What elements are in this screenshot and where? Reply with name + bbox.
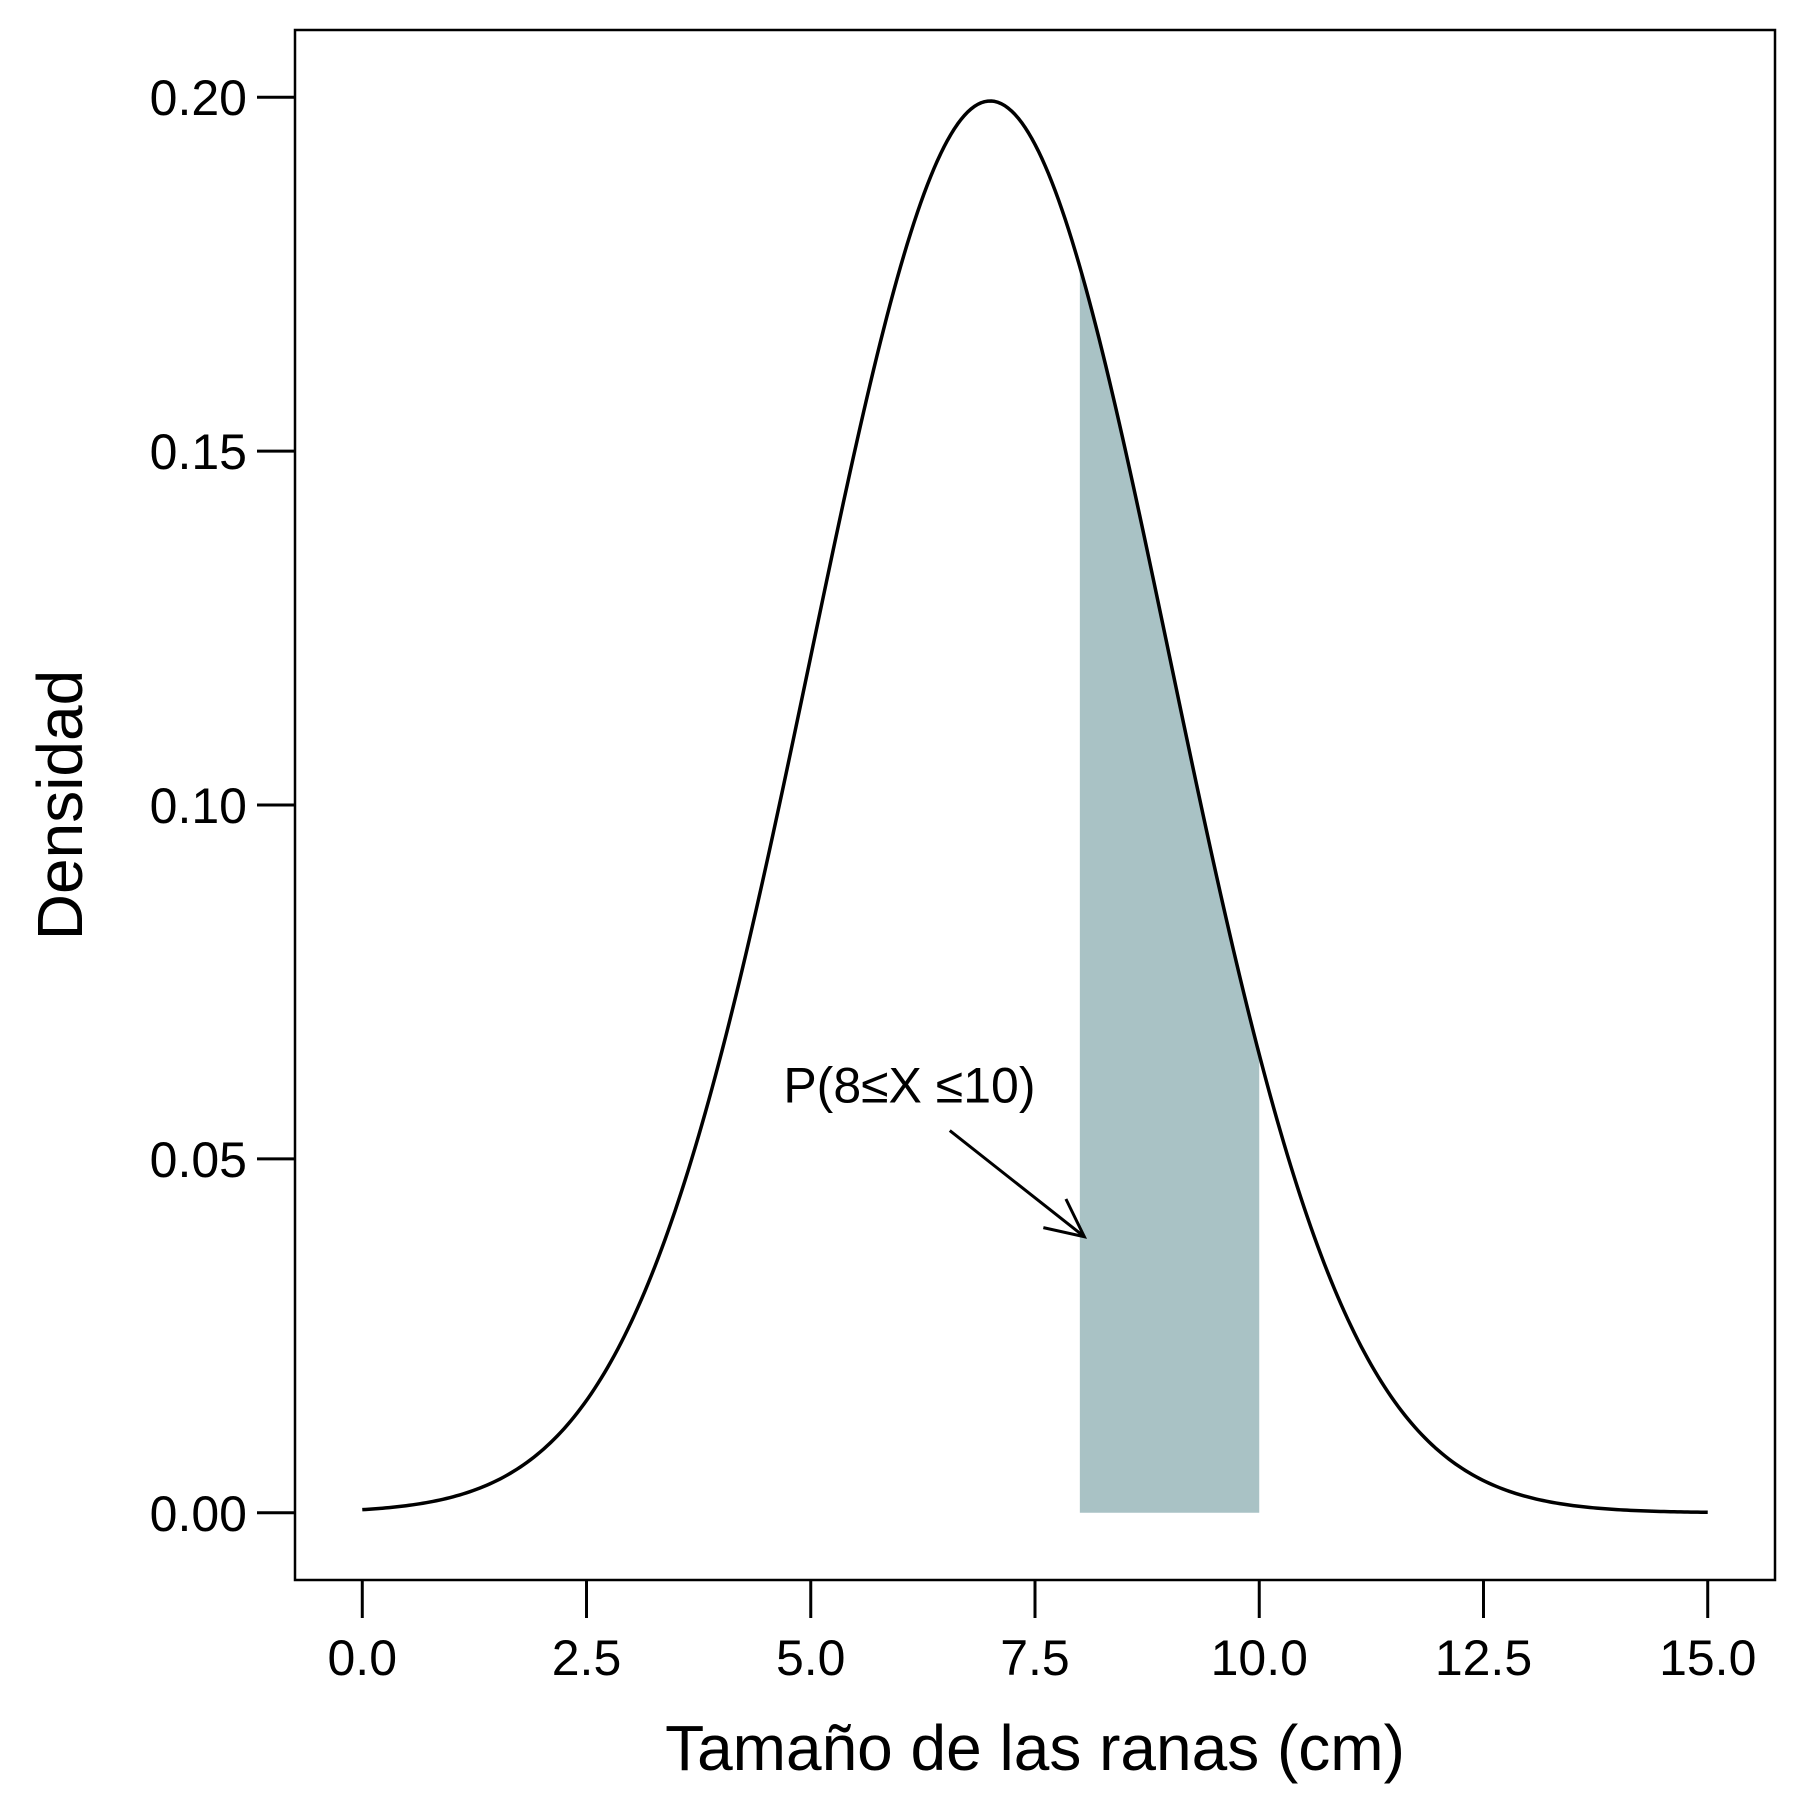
x-tick-label: 0.0	[328, 1630, 398, 1686]
x-tick-label: 5.0	[776, 1630, 846, 1686]
shaded-probability-area	[1079, 266, 1260, 1513]
annotation-label: P(8≤X ≤10)	[783, 1057, 1035, 1113]
x-tick-label: 10.0	[1211, 1630, 1308, 1686]
y-tick-label: 0.10	[150, 778, 247, 834]
y-axis-title: Densidad	[24, 670, 96, 940]
x-tick-label: 2.5	[552, 1630, 622, 1686]
plot-frame	[293, 28, 1777, 1582]
plot-layer	[362, 99, 1708, 1515]
annotation-arrow-head	[1043, 1198, 1088, 1239]
y-tick-label: 0.00	[150, 1486, 247, 1542]
x-tick-label: 7.5	[1000, 1630, 1070, 1686]
density-curve	[362, 99, 1708, 1515]
y-axis: 0.00 0.05 0.10 0.15 0.20	[150, 70, 295, 1542]
y-tick-label: 0.15	[150, 424, 247, 480]
x-tick-label: 12.5	[1435, 1630, 1532, 1686]
x-tick-label: 15.0	[1659, 1630, 1756, 1686]
y-tick-label: 0.05	[150, 1132, 247, 1188]
annotation-arrow-shaft	[948, 1129, 1086, 1238]
x-axis-title: Tamaño de las ranas (cm)	[665, 1712, 1405, 1784]
x-axis: 0.0 2.5 5.0 7.5 10.0 12.5 15.0	[328, 1580, 1756, 1686]
y-tick-label: 0.20	[150, 70, 247, 126]
